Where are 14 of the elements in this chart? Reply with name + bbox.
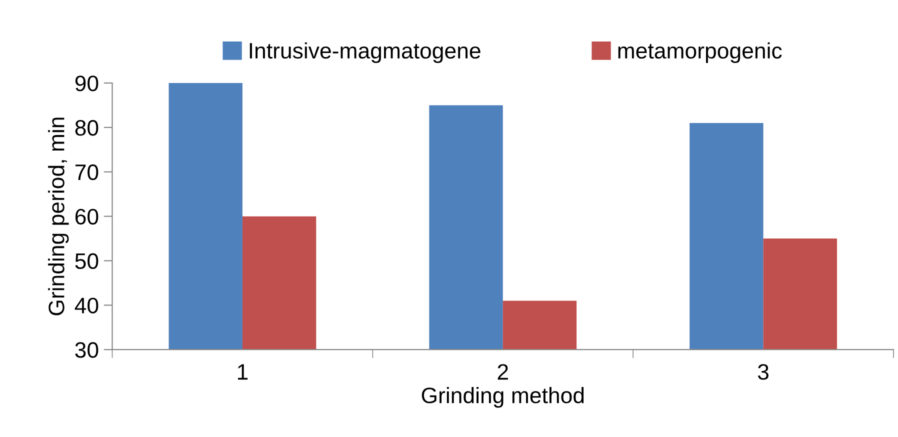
y-tick-label: 60 — [75, 208, 98, 225]
legend-label: Intrusive-magmatogene — [250, 42, 480, 64]
x-axis-title: Grinding method — [422, 386, 584, 408]
x-tick-label: 2 — [498, 364, 508, 380]
x-tick-label: 1 — [238, 364, 248, 380]
legend-label: metamorpogenic — [618, 42, 782, 64]
y-tick-label: 70 — [75, 164, 98, 180]
y-tick-label: 30 — [75, 342, 98, 358]
x-tick-label: 3 — [758, 364, 769, 380]
y-tick-label: 50 — [75, 253, 98, 270]
y-tick-label: 80 — [75, 120, 98, 136]
y-tick-label: 90 — [75, 76, 98, 92]
y-tick-label: 40 — [74, 298, 98, 314]
y-axis-title: Grinding period, min — [48, 118, 69, 316]
